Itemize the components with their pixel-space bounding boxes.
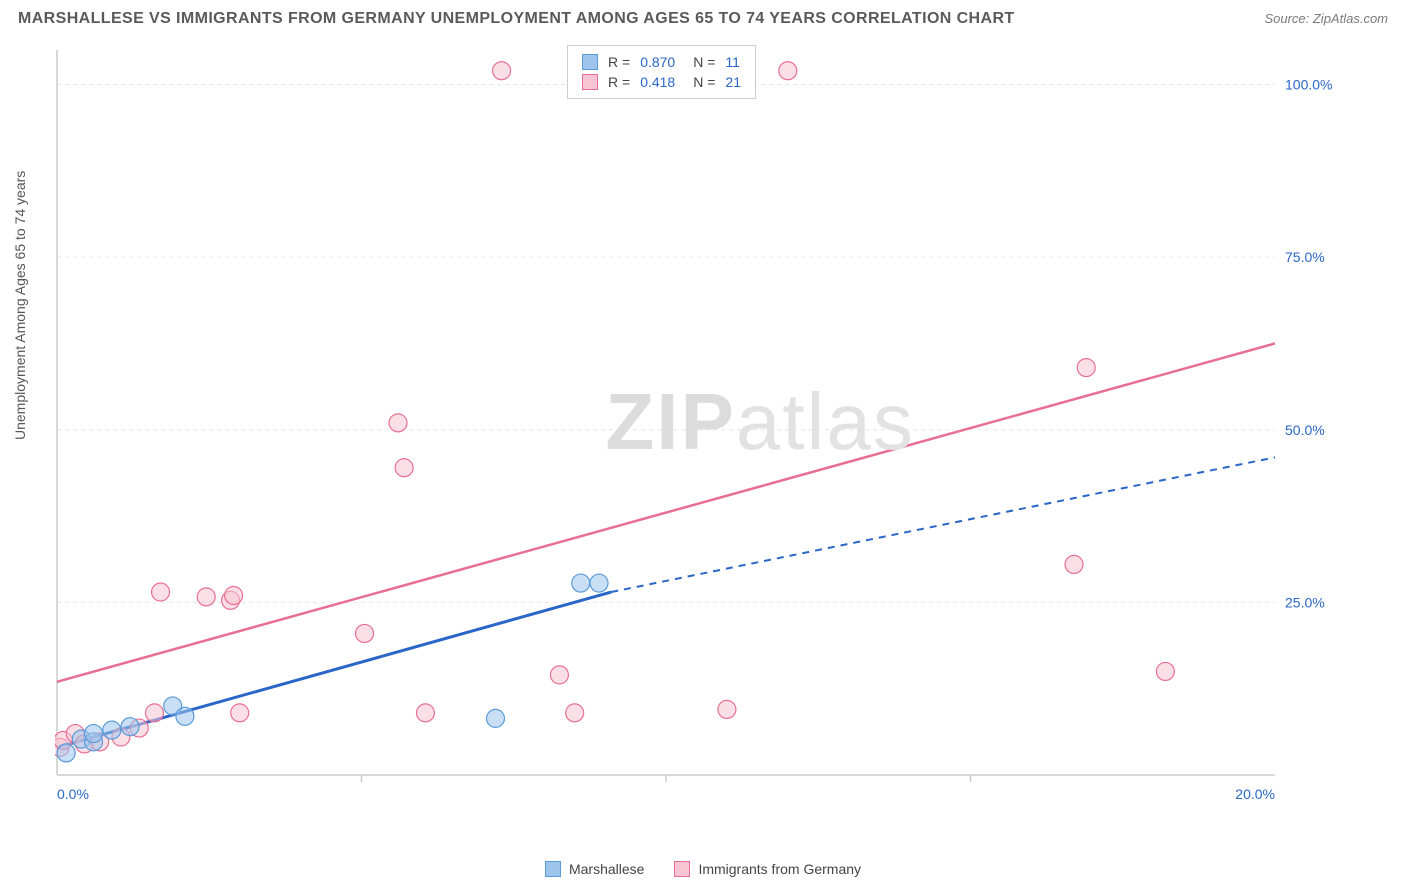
legend-label-blue: Marshallese — [569, 861, 644, 877]
n-label: N = — [693, 54, 715, 70]
y-axis-label: Unemployment Among Ages 65 to 74 years — [12, 171, 28, 440]
swatch-blue — [545, 861, 561, 877]
legend-item-blue: Marshallese — [545, 861, 644, 877]
scatter-chart: 25.0% 50.0% 75.0% 100.0% 0.0% 20.0% — [55, 45, 1335, 815]
svg-text:20.0%: 20.0% — [1235, 786, 1275, 802]
correlation-legend: R = 0.870 N = 11 R = 0.418 N = 21 — [567, 45, 756, 99]
plot-area: 25.0%50.0%75.0%100.0%0.0%20.0% ZIPatlas … — [55, 45, 1335, 815]
svg-text:0.0%: 0.0% — [57, 786, 89, 802]
r-value-pink: 0.418 — [640, 74, 675, 90]
svg-text:50.0%: 50.0% — [1285, 422, 1325, 438]
n-label: N = — [693, 74, 715, 90]
swatch-blue — [582, 54, 598, 70]
swatch-pink — [582, 74, 598, 90]
source-label: Source: ZipAtlas.com — [1264, 11, 1388, 26]
r-value-blue: 0.870 — [640, 54, 675, 70]
n-value-blue: 11 — [725, 54, 740, 70]
swatch-pink — [674, 861, 690, 877]
correlation-legend-row-pink: R = 0.418 N = 21 — [582, 72, 741, 92]
svg-text:75.0%: 75.0% — [1285, 249, 1325, 265]
legend-item-pink: Immigrants from Germany — [674, 861, 861, 877]
correlation-legend-row-blue: R = 0.870 N = 11 — [582, 52, 741, 72]
legend-label-pink: Immigrants from Germany — [698, 861, 861, 877]
series-legend: Marshallese Immigrants from Germany — [0, 861, 1406, 877]
n-value-pink: 21 — [725, 74, 741, 90]
chart-title: MARSHALLESE VS IMMIGRANTS FROM GERMANY U… — [18, 10, 1015, 28]
svg-text:100.0%: 100.0% — [1285, 77, 1332, 93]
svg-text:25.0%: 25.0% — [1285, 594, 1325, 610]
r-label: R = — [608, 54, 630, 70]
r-label: R = — [608, 74, 630, 90]
